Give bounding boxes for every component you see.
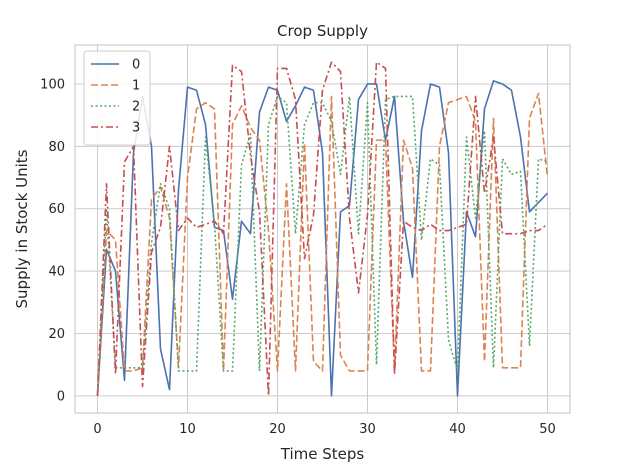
series-line-3 bbox=[96, 61, 548, 397]
chart-title: Crop Supply bbox=[277, 22, 368, 40]
tick-labels: 0 10 20 30 40 50 0 20 40 60 80 100 bbox=[40, 77, 556, 437]
y-tick-label: 80 bbox=[48, 140, 65, 155]
series-line-2 bbox=[96, 95, 548, 396]
y-axis-label: Supply in Stock Units bbox=[13, 149, 31, 308]
legend-label-2: 2 bbox=[132, 100, 140, 115]
legend-box bbox=[83, 50, 151, 146]
legend-label-3: 3 bbox=[132, 121, 140, 136]
x-tick-label: 30 bbox=[359, 422, 376, 437]
series-lines bbox=[96, 61, 549, 397]
legend-label-1: 1 bbox=[132, 79, 140, 94]
x-tick-label: 0 bbox=[93, 422, 101, 437]
x-tick-label: 40 bbox=[449, 422, 466, 437]
x-tick-label: 50 bbox=[539, 422, 556, 437]
y-tick-label: 100 bbox=[40, 77, 65, 92]
x-axis-label: Time Steps bbox=[280, 445, 365, 463]
x-tick-label: 20 bbox=[269, 422, 286, 437]
y-tick-label: 0 bbox=[57, 389, 65, 404]
y-tick-label: 40 bbox=[48, 265, 65, 280]
y-tick-label: 60 bbox=[48, 202, 65, 217]
series-line-1 bbox=[96, 92, 549, 396]
legend-label-0: 0 bbox=[132, 58, 140, 73]
legend: 0 1 2 3 bbox=[83, 50, 151, 146]
plot-frame bbox=[74, 44, 571, 414]
series-line-0 bbox=[96, 80, 549, 397]
x-tick-label: 10 bbox=[179, 422, 196, 437]
y-tick-label: 20 bbox=[48, 327, 65, 342]
